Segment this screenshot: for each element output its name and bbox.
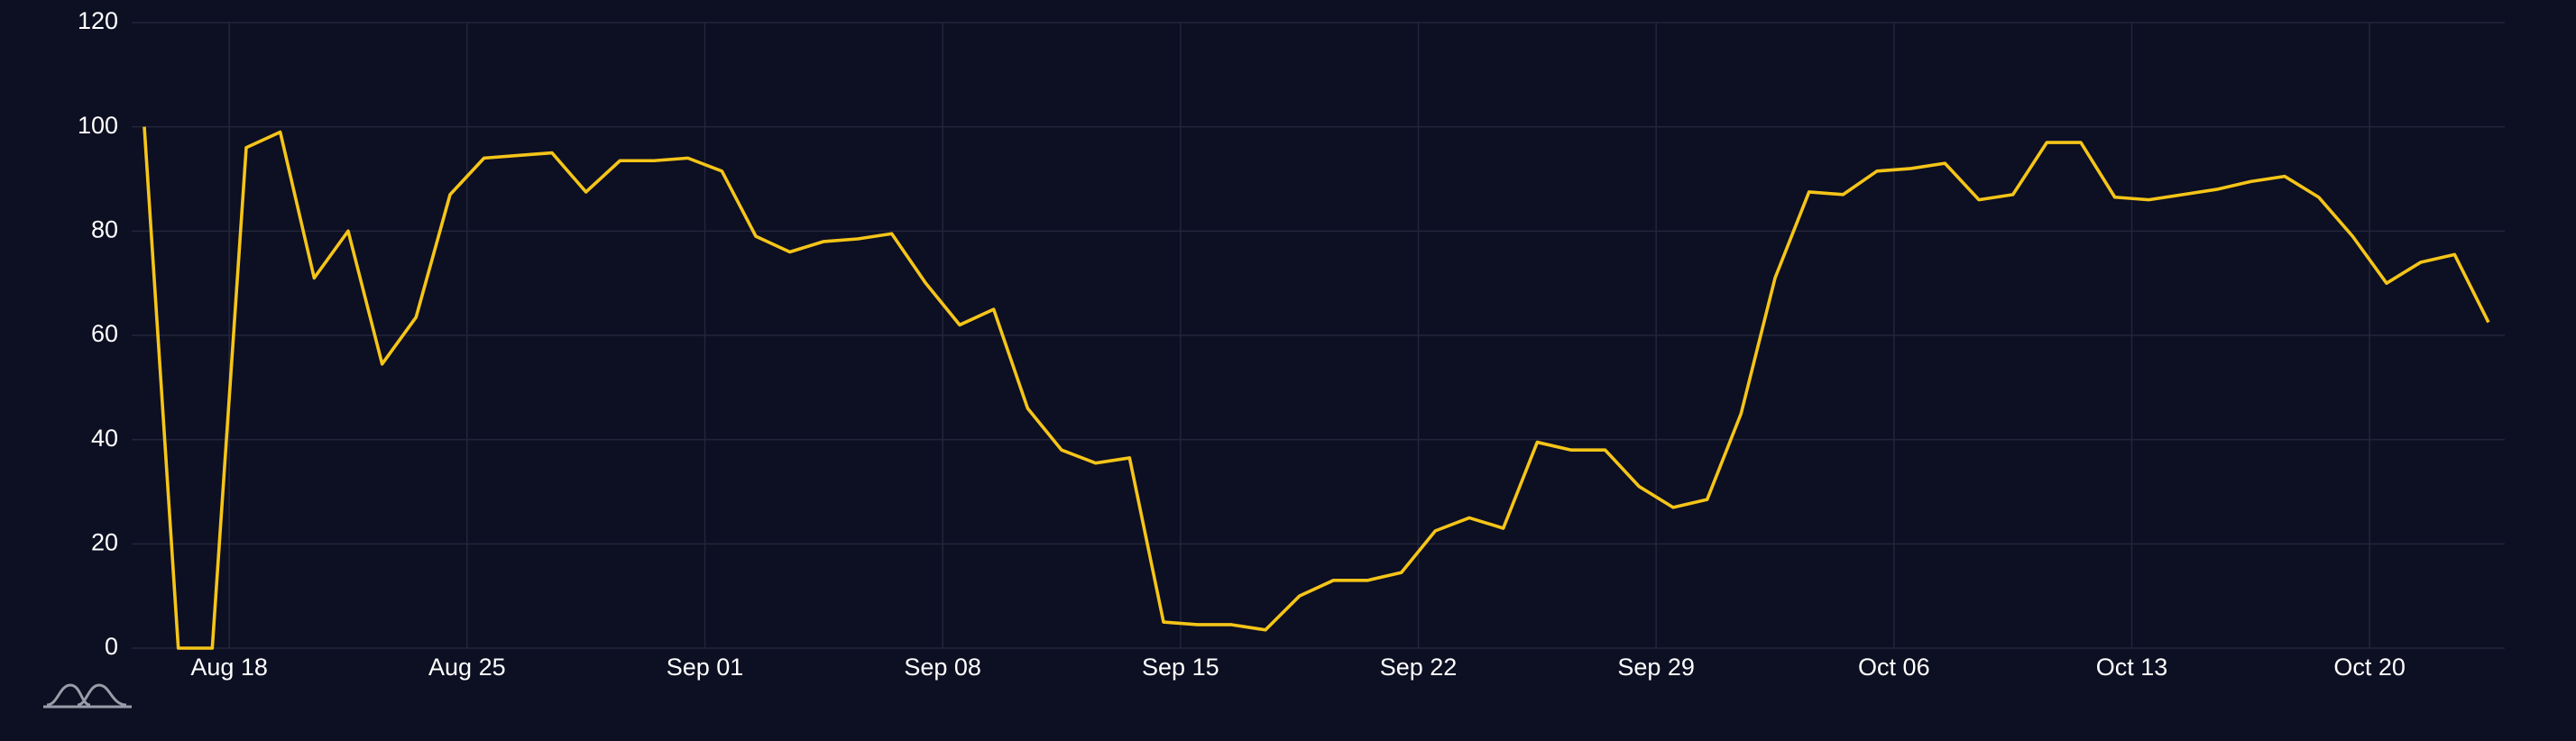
x-tick-label: Sep 22 <box>1380 654 1458 681</box>
x-tick-label: Oct 20 <box>2333 654 2406 681</box>
y-tick-label: 120 <box>78 7 118 34</box>
y-tick-label: 60 <box>91 320 118 347</box>
x-tick-label: Sep 15 <box>1142 654 1219 681</box>
x-tick-label: Aug 25 <box>428 654 506 681</box>
x-tick-label: Oct 06 <box>1858 654 1930 681</box>
x-tick-label: Aug 18 <box>190 654 268 681</box>
y-tick-label: 0 <box>105 633 118 660</box>
y-tick-label: 80 <box>91 215 118 242</box>
x-tick-label: Sep 01 <box>667 654 744 681</box>
x-tick-label: Oct 13 <box>2096 654 2168 681</box>
y-tick-label: 20 <box>91 528 118 555</box>
logo <box>43 683 132 709</box>
x-tick-label: Sep 08 <box>904 654 981 681</box>
y-tick-label: 40 <box>91 425 118 452</box>
x-tick-label: Sep 29 <box>1617 654 1695 681</box>
y-tick-label: 100 <box>78 112 118 139</box>
data-line <box>143 126 2490 650</box>
